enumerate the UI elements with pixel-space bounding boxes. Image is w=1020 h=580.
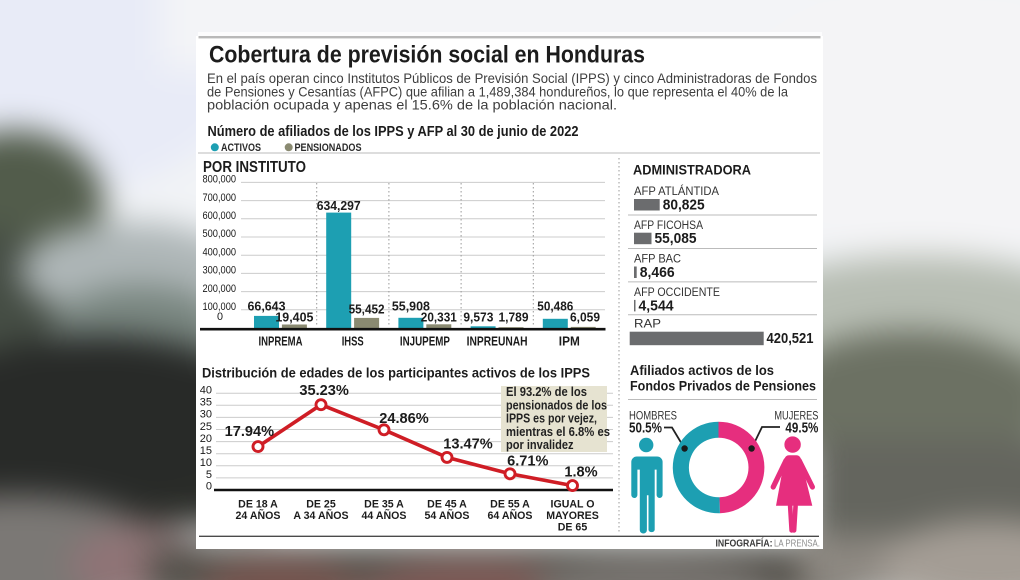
svg-text:INPREUNAH: INPREUNAH <box>467 335 528 349</box>
svg-text:30: 30 <box>200 409 212 421</box>
svg-text:ADMINISTRADORA: ADMINISTRADORA <box>633 163 751 178</box>
svg-text:55,908: 55,908 <box>392 300 430 314</box>
svg-text:64 AÑOS: 64 AÑOS <box>488 509 533 522</box>
svg-text:AFP FICOHSA: AFP FICOHSA <box>634 218 704 232</box>
svg-text:de Pensiones y Cesantías (AFPC: de Pensiones y Cesantías (AFPC) que afil… <box>207 84 788 99</box>
svg-text:5: 5 <box>206 469 212 481</box>
svg-text:LA PRENSA.: LA PRENSA. <box>774 539 820 550</box>
svg-text:55,085: 55,085 <box>655 230 697 247</box>
svg-text:DE 35 A: DE 35 A <box>364 499 404 511</box>
svg-text:300,000: 300,000 <box>203 265 237 277</box>
svg-text:44 AÑOS: 44 AÑOS <box>362 509 407 522</box>
svg-text:19,405: 19,405 <box>275 311 313 325</box>
svg-text:0: 0 <box>217 311 223 323</box>
svg-text:PENSIONADOS: PENSIONADOS <box>295 142 362 154</box>
svg-text:POR INSTITUTO: POR INSTITUTO <box>203 159 306 176</box>
svg-text:6,059: 6,059 <box>570 311 600 325</box>
svg-text:IGUAL O: IGUAL O <box>551 499 595 511</box>
svg-text:INPREMA: INPREMA <box>259 335 303 349</box>
svg-text:13.47%: 13.47% <box>443 437 493 453</box>
svg-text:40: 40 <box>200 385 212 397</box>
svg-text:ACTIVOS: ACTIVOS <box>221 142 261 154</box>
svg-text:DE 65: DE 65 <box>558 522 588 534</box>
svg-text:RAP: RAP <box>634 317 661 331</box>
svg-text:HOMBRES: HOMBRES <box>629 409 677 423</box>
svg-text:100,000: 100,000 <box>203 301 237 313</box>
svg-text:25: 25 <box>200 421 212 433</box>
svg-text:Número de afiliados de los IPP: Número de afiliados de los IPPS y AFP al… <box>208 124 579 140</box>
svg-text:por invalidez: por invalidez <box>506 437 574 452</box>
svg-text:AFP ATLÁNTIDA: AFP ATLÁNTIDA <box>634 183 720 198</box>
svg-text:10: 10 <box>200 457 212 469</box>
svg-text:800,000: 800,000 <box>203 174 237 186</box>
svg-text:mientras el 6.8% es: mientras el 6.8% es <box>506 424 610 439</box>
svg-text:8,466: 8,466 <box>640 264 675 281</box>
svg-text:DE 45 A: DE 45 A <box>427 499 467 511</box>
svg-text:400,000: 400,000 <box>203 246 237 258</box>
svg-text:50.5%: 50.5% <box>629 420 662 437</box>
svg-text:IPM: IPM <box>559 335 580 349</box>
svg-text:población ocupada y apenas el: población ocupada y apenas el 15.6% de l… <box>207 98 617 113</box>
svg-text:50,486: 50,486 <box>537 300 573 314</box>
svg-text:420,521: 420,521 <box>767 330 814 347</box>
svg-text:MAYORES: MAYORES <box>546 510 599 522</box>
svg-text:80,825: 80,825 <box>663 197 705 214</box>
svg-text:INJUPEMP: INJUPEMP <box>400 335 450 349</box>
svg-text:17.94%: 17.94% <box>225 424 275 440</box>
svg-text:A 34 AÑOS: A 34 AÑOS <box>293 509 348 522</box>
svg-text:54 AÑOS: 54 AÑOS <box>425 509 470 522</box>
svg-text:24 AÑOS: 24 AÑOS <box>236 509 281 522</box>
svg-text:634,297: 634,297 <box>317 199 361 213</box>
svg-text:700,000: 700,000 <box>203 192 237 204</box>
svg-text:15: 15 <box>200 445 212 457</box>
svg-text:El 93.2% de los: El 93.2% de los <box>506 384 587 399</box>
svg-text:49.5%: 49.5% <box>785 420 818 437</box>
svg-text:600,000: 600,000 <box>203 210 237 222</box>
svg-text:200,000: 200,000 <box>203 283 237 295</box>
svg-text:66,643: 66,643 <box>248 300 286 314</box>
svg-text:24.86%: 24.86% <box>379 411 429 427</box>
svg-text:AFP BAC: AFP BAC <box>634 252 681 266</box>
svg-text:MUJERES: MUJERES <box>774 409 818 423</box>
svg-text:500,000: 500,000 <box>203 228 237 240</box>
svg-text:0: 0 <box>206 480 212 492</box>
svg-text:DE 25: DE 25 <box>306 499 336 511</box>
svg-text:AFP OCCIDENTE: AFP OCCIDENTE <box>634 285 720 299</box>
svg-text:DE 55 A: DE 55 A <box>490 499 530 511</box>
svg-text:1,789: 1,789 <box>499 311 529 325</box>
svg-text:1.8%: 1.8% <box>564 464 597 480</box>
svg-text:6.71%: 6.71% <box>507 454 548 470</box>
svg-text:pensionados de los: pensionados de los <box>506 397 607 412</box>
svg-text:IPPS es por vejez,: IPPS es por vejez, <box>506 411 597 426</box>
svg-text:En el país operan cinco Instit: En el país operan cinco Institutos Públi… <box>207 71 817 86</box>
svg-text:55,452: 55,452 <box>349 303 385 317</box>
svg-text:Distribución de edades de los: Distribución de edades de los participan… <box>202 366 590 382</box>
svg-text:35.23%: 35.23% <box>299 383 349 399</box>
svg-text:35: 35 <box>200 397 212 409</box>
svg-text:DE 18 A: DE 18 A <box>238 499 278 511</box>
svg-text:9,573: 9,573 <box>463 311 493 325</box>
svg-text:IHSS: IHSS <box>342 335 364 349</box>
svg-text:20,331: 20,331 <box>421 311 457 325</box>
svg-text:20: 20 <box>200 433 212 445</box>
svg-text:Fondos Privados de Pensiones: Fondos Privados de Pensiones <box>630 379 816 394</box>
svg-text:Cobertura de previsión social: Cobertura de previsión social en Hondura… <box>209 42 645 69</box>
svg-text:4,544: 4,544 <box>639 297 675 314</box>
svg-text:Afiliados activos de los: Afiliados activos de los <box>630 363 774 378</box>
svg-text:INFOGRAFÍA:: INFOGRAFÍA: <box>716 537 773 550</box>
